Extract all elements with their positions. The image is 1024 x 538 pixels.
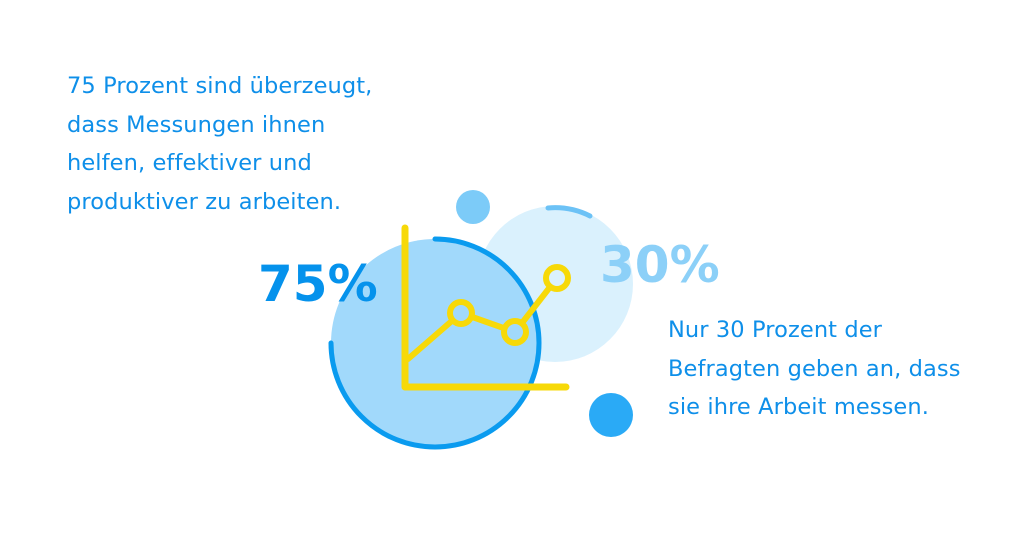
line-chart-icon: [401, 224, 571, 391]
accent-dot-light: [456, 190, 490, 224]
statement-30-text: Nur 30 Prozent der Befragten geben an, d…: [668, 317, 961, 420]
percent-30-label: 30%: [600, 236, 720, 294]
percent-75-label: 75%: [258, 255, 378, 313]
circle-75-fill: [331, 239, 539, 447]
chart-point: [447, 299, 475, 327]
chart-trend-line: [405, 275, 560, 362]
statement-75-text: 75 Prozent sind überzeugt, dass Messunge…: [67, 73, 373, 215]
chart-point: [543, 264, 571, 292]
accent-dot-dark: [589, 393, 633, 437]
chart-point: [501, 318, 529, 346]
circle-30-arc: [545, 205, 593, 219]
circle-75-arc: [328, 236, 542, 450]
chart-axes: [401, 224, 570, 391]
